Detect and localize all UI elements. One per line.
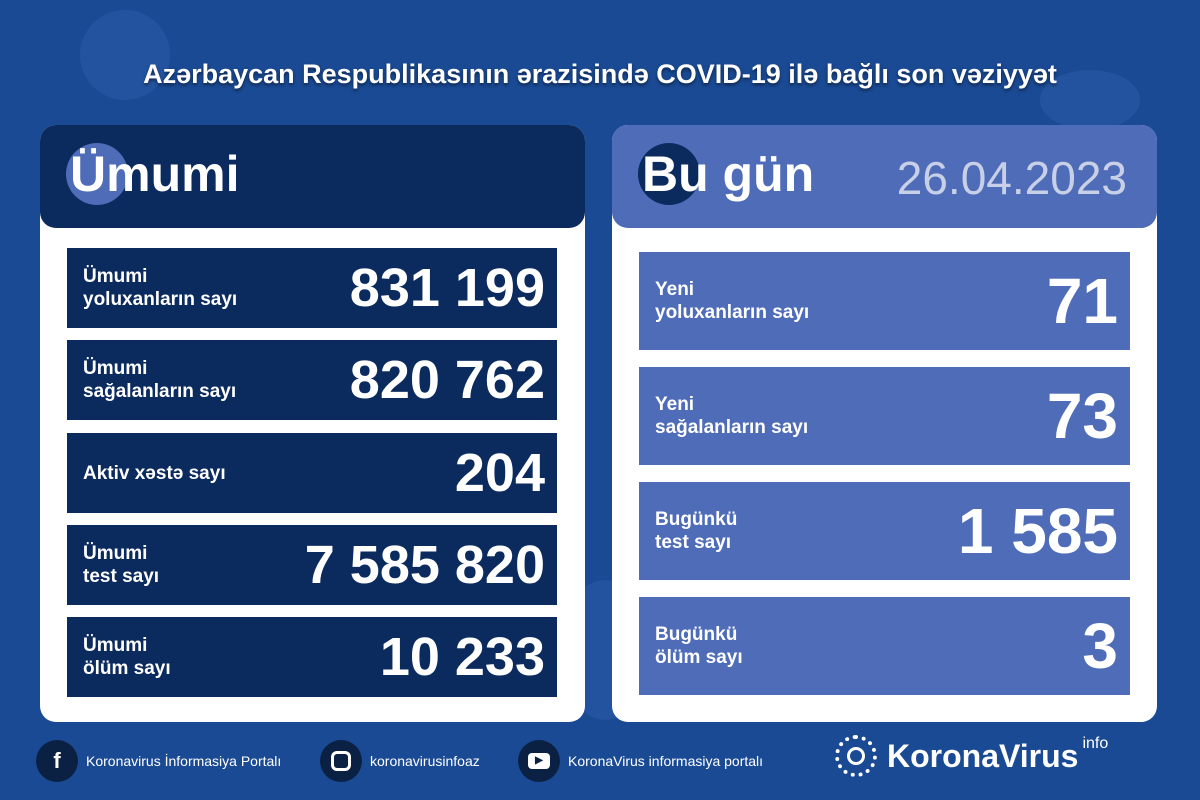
stat-value: 3 [1082, 610, 1118, 682]
stat-value: 1 585 [957, 495, 1118, 567]
logo-text: KoronaVirus [887, 737, 1079, 774]
stat-row: Aktiv xəstə sayı 204 [67, 433, 557, 513]
total-heading: Ümumi [70, 146, 240, 202]
stat-label: Ümumi yoluxanların sayı [83, 266, 238, 310]
stat-row: Bugünkü ölüm sayı 3 [639, 597, 1130, 695]
stat-value: 204 [454, 443, 545, 503]
stat-value: 71 [1046, 265, 1118, 337]
stat-row: Yeni sağalanların sayı 73 [639, 367, 1130, 465]
facebook-link[interactable]: f Koronavirus İnformasiya Portalı [36, 738, 281, 784]
instagram-link[interactable]: koronavirusinfoaz [320, 738, 480, 784]
stat-label: Bugünkü ölüm sayı [655, 624, 743, 668]
virus-decoration [80, 10, 170, 100]
youtube-link[interactable]: ▶ KoronaVirus informasiya portalı [518, 738, 763, 784]
stat-label: Aktiv xəstə sayı [83, 462, 226, 484]
stat-value: 10 233 [379, 627, 545, 687]
facebook-icon: f [36, 740, 78, 782]
today-heading: Bu gün [642, 146, 815, 202]
stat-row: Yeni yoluxanların sayı 71 [639, 252, 1130, 350]
stat-row: Ümumi test sayı 7 585 820 [67, 525, 557, 605]
sun-icon [835, 735, 877, 777]
virus-decoration [1040, 70, 1140, 130]
today-header: Bu gün 26.04.2023 [612, 125, 1157, 228]
virus-icon [66, 143, 128, 205]
stat-row: Ümumi yoluxanların sayı 831 199 [67, 248, 557, 328]
stat-label: Bugünkü test sayı [655, 509, 738, 553]
total-panel: Ümumi Ümumi yoluxanların sayı 831 199 Ümum… [40, 125, 585, 722]
stat-label: Ümumi test sayı [83, 543, 160, 587]
date: 26.04.2023 [896, 152, 1127, 204]
stat-value: 73 [1046, 380, 1118, 452]
stat-value: 831 199 [349, 258, 545, 318]
stat-label: Ümumi sağalanların sayı [83, 358, 237, 402]
stat-row: Ümumi ölüm sayı 10 233 [67, 617, 557, 697]
instagram-icon [320, 740, 362, 782]
page-title: Azərbaycan Respublikasının ərazisində CO… [143, 59, 1057, 89]
stat-row: Bugünkü test sayı 1 585 [639, 482, 1130, 580]
logo-superscript: info [1082, 735, 1109, 752]
today-panel: Bu gün 26.04.2023 Yeni yoluxanların sayı 7… [612, 125, 1157, 722]
stat-value: 7 585 820 [304, 535, 545, 595]
stat-value: 820 762 [349, 350, 545, 410]
youtube-icon: ▶ [518, 740, 560, 782]
total-header: Ümumi [40, 125, 585, 228]
koronavirus-logo: KoronaVirus info [835, 735, 1108, 777]
stat-row: Ümumi sağalanların sayı 820 762 [67, 340, 557, 420]
virus-icon [638, 143, 700, 205]
stat-label: Yeni yoluxanların sayı [655, 279, 810, 323]
stat-label: Ümumi ölüm sayı [83, 635, 171, 679]
stat-label: Yeni sağalanların sayı [655, 394, 809, 438]
